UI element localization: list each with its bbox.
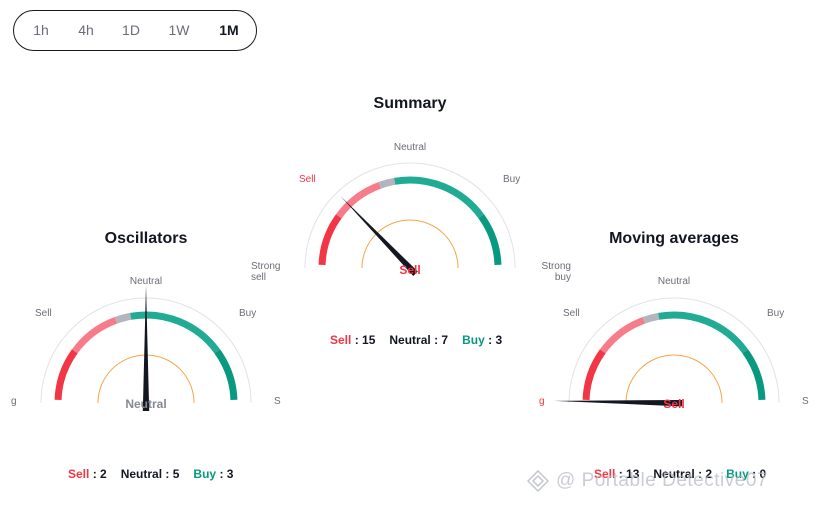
moving-averages-neutral-count-label: Neutral (653, 467, 695, 481)
moving-averages-gauge (554, 297, 780, 407)
moving-averages-sell-label: Sell (563, 308, 580, 319)
oscillators-buy-count-label: Buy (193, 467, 217, 481)
watermark-logo-icon (527, 470, 549, 492)
moving-averages-counts: Sell : 13 Neutral : 2 Buy : 0 (594, 467, 766, 481)
timeframe-1d[interactable]: 1D (122, 22, 140, 38)
gauge-buy-segment (130, 311, 221, 354)
summary-gauge (304, 162, 516, 276)
timeframe-1h[interactable]: 1h (33, 22, 49, 38)
timeframe-1m[interactable]: 1M (219, 22, 239, 38)
summary-title: Summary (373, 95, 447, 112)
oscillators-neutral-count: : 5 (165, 467, 180, 481)
gauge-strong-sell-segment (318, 214, 342, 266)
gauge-needle (142, 285, 150, 411)
gauge-neutral-segment (378, 177, 396, 189)
summary-sell-count-label: Sell (330, 333, 352, 347)
summary-counts: Sell : 15 Neutral : 7 Buy : 3 (330, 333, 502, 347)
moving-averages-neutral-count: : 2 (698, 467, 713, 481)
gauge-strong-buy-segment (478, 214, 502, 266)
oscillators-sell-count: : 2 (92, 467, 107, 481)
moving-averages-strong-sell-label: g (539, 396, 545, 407)
gauge-outer-ring (568, 297, 780, 404)
summary-buy-count-label: Buy (462, 333, 485, 347)
gauge-inner-arc (625, 354, 723, 404)
oscillators-counts: Sell : 2 Neutral : 5 Buy : 3 (68, 467, 233, 481)
oscillators-sell-count-label: Sell (68, 467, 90, 481)
gauge-sell-segment (599, 317, 646, 354)
gauge-sell-segment (71, 317, 118, 354)
timeframe-4h[interactable]: 4h (78, 22, 94, 38)
oscillators-title: Oscillators (104, 230, 188, 247)
gauge-needle (554, 399, 683, 407)
gauge-strong-buy-segment (742, 349, 766, 401)
oscillators-gauge (40, 285, 252, 411)
summary-sell-count: : 15 (354, 333, 376, 347)
oscillators-neutral-count-label: Neutral (120, 467, 163, 481)
summary-buy-label: Buy (503, 174, 521, 185)
moving-averages-verdict: Sell (663, 397, 685, 411)
gauge-needle (340, 196, 418, 276)
gauge-sell-segment (335, 182, 382, 219)
summary-neutral-count-label: Neutral (389, 333, 431, 347)
gauge-outer-ring (304, 162, 516, 269)
gauge-neutral-segment (114, 312, 132, 324)
oscillators-verdict: Neutral (125, 397, 167, 411)
moving-averages-neutral-label: Neutral (657, 276, 691, 287)
moving-averages-sell-count: : 13 (618, 467, 640, 481)
moving-averages-sell-count-label: Sell (594, 467, 616, 481)
gauge-strong-sell-segment (54, 349, 78, 401)
oscillators-neutral-label: Neutral (129, 276, 163, 287)
gauge-neutral-segment (642, 312, 660, 324)
moving-averages-buy-count: : 0 (752, 467, 767, 481)
timeframe-selector: 1h 4h 1D 1W 1M (13, 10, 257, 51)
oscillators-strong-sell-label: g (11, 396, 17, 407)
summary-verdict: Sell (399, 263, 421, 277)
summary-strong-buy-label: Strong buy (541, 261, 571, 283)
summary-strong-sell-label: Strong sell (251, 261, 281, 283)
oscillators-strong-buy-label: S (274, 396, 281, 407)
summary-buy-count: : 3 (488, 333, 503, 347)
oscillators-sell-label: Sell (35, 308, 52, 319)
summary-sell-label: Sell (299, 174, 316, 185)
moving-averages-title: Moving averages (609, 230, 739, 247)
summary-neutral-count: : 7 (434, 333, 449, 347)
gauge-strong-buy-segment (214, 349, 238, 401)
watermark-text: @ Portable Detective07 (556, 470, 768, 491)
gauge-inner-arc (361, 219, 459, 269)
gauge-buy-segment (658, 311, 749, 354)
oscillators-buy-label: Buy (239, 308, 257, 319)
summary-neutral-label: Neutral (393, 142, 427, 153)
oscillators-buy-count: : 3 (219, 467, 234, 481)
moving-averages-buy-count-label: Buy (726, 467, 749, 481)
gauge-buy-segment (394, 176, 485, 219)
moving-averages-buy-label: Buy (767, 308, 785, 319)
gauge-strong-sell-segment (582, 349, 606, 401)
moving-averages-strong-buy-label: S (802, 396, 809, 407)
timeframe-1w[interactable]: 1W (168, 22, 190, 38)
